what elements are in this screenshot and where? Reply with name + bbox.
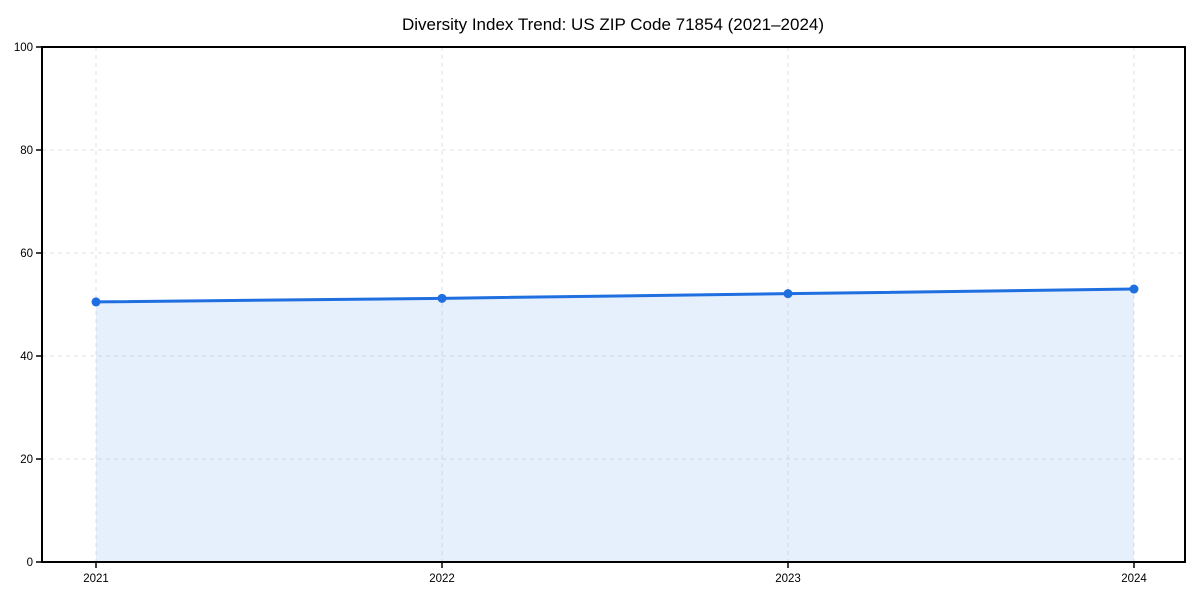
chart-title: Diversity Index Trend: US ZIP Code 71854… <box>402 15 824 34</box>
data-point-2021 <box>91 297 101 307</box>
x-tick-label: 2021 <box>83 573 109 585</box>
y-tick-label: 0 <box>27 557 33 569</box>
x-tick-label: 2022 <box>429 573 455 585</box>
y-tick-label: 80 <box>20 145 33 157</box>
trend-line <box>94 287 1136 304</box>
y-tick-label: 20 <box>20 454 33 466</box>
trend-area <box>96 289 1134 562</box>
y-tick-label: 100 <box>14 42 33 54</box>
data-point-2022 <box>437 293 447 303</box>
x-tick-label: 2023 <box>775 573 801 585</box>
data-point-2024 <box>1129 284 1139 294</box>
series-layer <box>91 284 1139 562</box>
plot-border <box>41 46 1186 563</box>
y-tick-label: 40 <box>20 351 33 363</box>
axis-layer: 0 20 40 60 80 100 2021 2022 2023 2024 <box>14 42 1186 585</box>
y-tick-label: 60 <box>20 248 33 260</box>
x-tick-label: 2024 <box>1121 573 1147 585</box>
data-point-2023 <box>783 289 793 299</box>
